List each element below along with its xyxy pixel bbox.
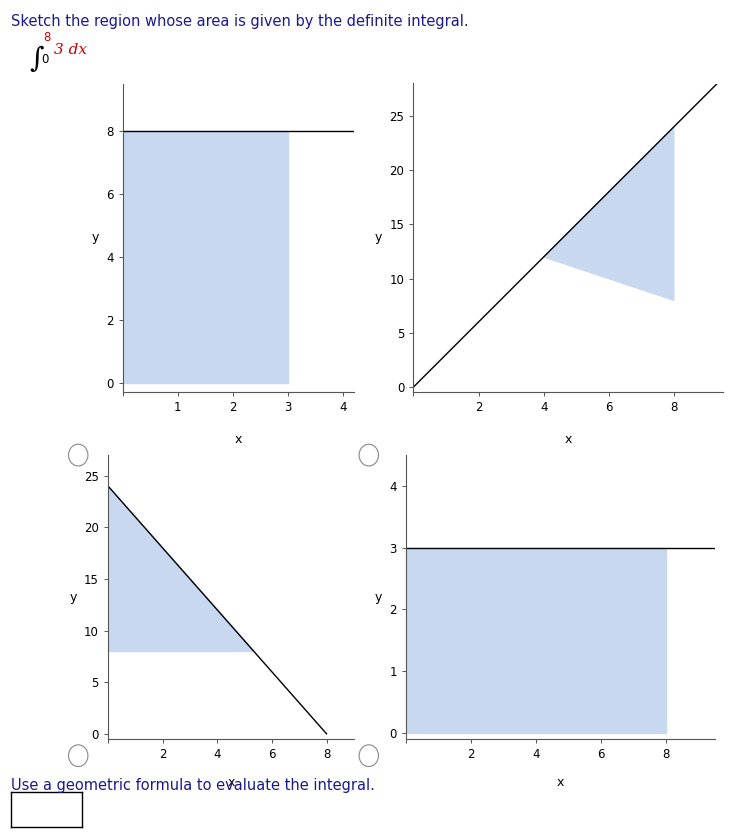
Polygon shape (108, 486, 254, 651)
Y-axis label: y: y (375, 231, 382, 245)
Text: 8: 8 (43, 31, 51, 44)
Polygon shape (544, 127, 673, 301)
Text: x: x (557, 776, 564, 789)
Text: x: x (227, 776, 235, 789)
Text: Use a geometric formula to evaluate the integral.: Use a geometric formula to evaluate the … (11, 778, 375, 793)
Text: Sketch the region whose area is given by the definite integral.: Sketch the region whose area is given by… (11, 14, 469, 29)
Text: ∫: ∫ (30, 46, 44, 73)
Y-axis label: y: y (69, 590, 77, 604)
Text: x: x (565, 433, 571, 446)
Text: 3 dx: 3 dx (54, 43, 86, 58)
Y-axis label: y: y (92, 231, 99, 245)
Text: x: x (235, 433, 242, 446)
Y-axis label: y: y (375, 590, 382, 604)
Text: 0: 0 (41, 53, 48, 67)
